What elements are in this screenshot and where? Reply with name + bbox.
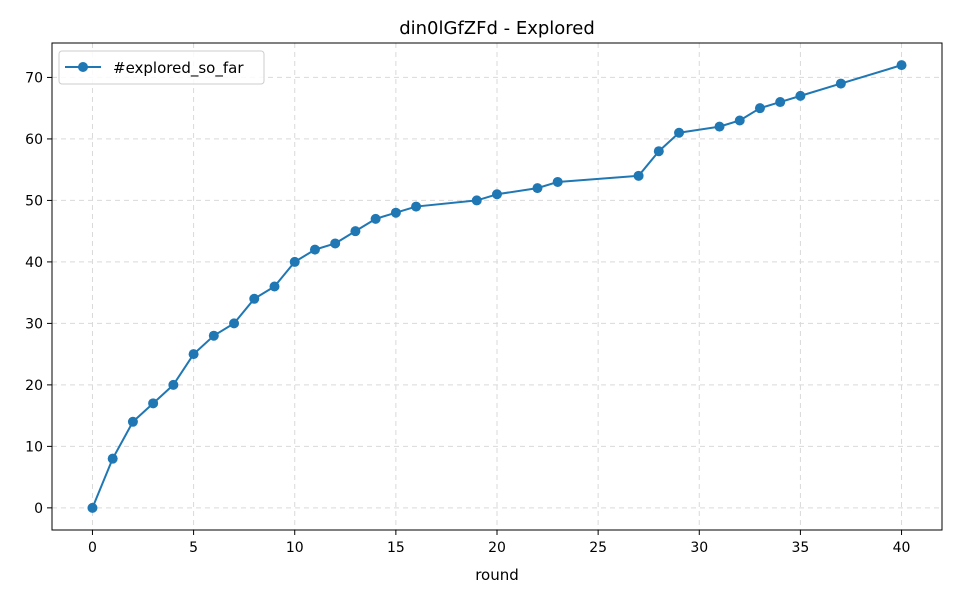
y-tick-label: 50 [25, 193, 43, 209]
y-tick-label: 20 [25, 378, 43, 394]
y-tick-label: 40 [25, 255, 43, 271]
x-tick-label: 20 [488, 540, 506, 556]
data-point [309, 244, 320, 255]
x-axis-label: round [475, 566, 519, 584]
legend-box [58, 50, 265, 85]
y-tick-label: 0 [34, 501, 43, 517]
data-point [249, 293, 260, 304]
data-point [208, 330, 219, 341]
data-point [492, 189, 502, 200]
data-point [87, 502, 98, 513]
data-point [127, 416, 138, 427]
data-point [289, 256, 300, 267]
data-point [269, 281, 280, 292]
chart-title: din0lGfZFd - Explored [399, 18, 595, 39]
x-tick-label: 15 [387, 540, 405, 556]
data-point [896, 60, 907, 71]
x-tick-label: 25 [589, 540, 607, 556]
legend-marker-sample [78, 62, 88, 72]
data-point [714, 121, 725, 132]
x-tick-label: 35 [791, 540, 809, 556]
grid [52, 43, 942, 530]
data-point [754, 103, 765, 114]
y-tick-label: 60 [25, 132, 43, 148]
x-tick-label: 10 [286, 540, 304, 556]
data-point [370, 213, 381, 224]
x-tick-label: 0 [88, 540, 97, 556]
data-point [330, 238, 341, 249]
data-point [653, 146, 664, 157]
data-point [188, 349, 199, 360]
data-point [168, 379, 179, 390]
data-point [148, 398, 159, 409]
data-point [734, 115, 745, 126]
y-tick-label: 70 [25, 70, 43, 86]
plot-frame [51, 42, 943, 531]
data-point [229, 318, 240, 329]
data-point [835, 78, 846, 89]
x-tick-label: 5 [189, 540, 198, 556]
data-point [471, 195, 482, 206]
data-point [552, 176, 563, 187]
x-tick-label: 40 [893, 540, 911, 556]
axis-ticks: 0 5 10 15 20 25 30 35 40 0 10 20 30 40 50 60 70 [25, 70, 910, 556]
legend: #explored_so_far [58, 50, 265, 85]
y-tick-label: 30 [25, 316, 43, 332]
data-point [633, 170, 644, 181]
data-point [411, 201, 422, 212]
data-point [795, 90, 806, 101]
data-point [532, 183, 543, 194]
y-tick-label: 10 [25, 439, 43, 455]
x-tick-label: 30 [690, 540, 708, 556]
data-point [390, 207, 401, 218]
legend-entry-label: #explored_so_far [113, 59, 244, 78]
series-layer [87, 60, 907, 513]
data-point [107, 453, 118, 464]
data-point [350, 226, 361, 237]
data-point [775, 97, 786, 108]
data-point [674, 127, 685, 138]
